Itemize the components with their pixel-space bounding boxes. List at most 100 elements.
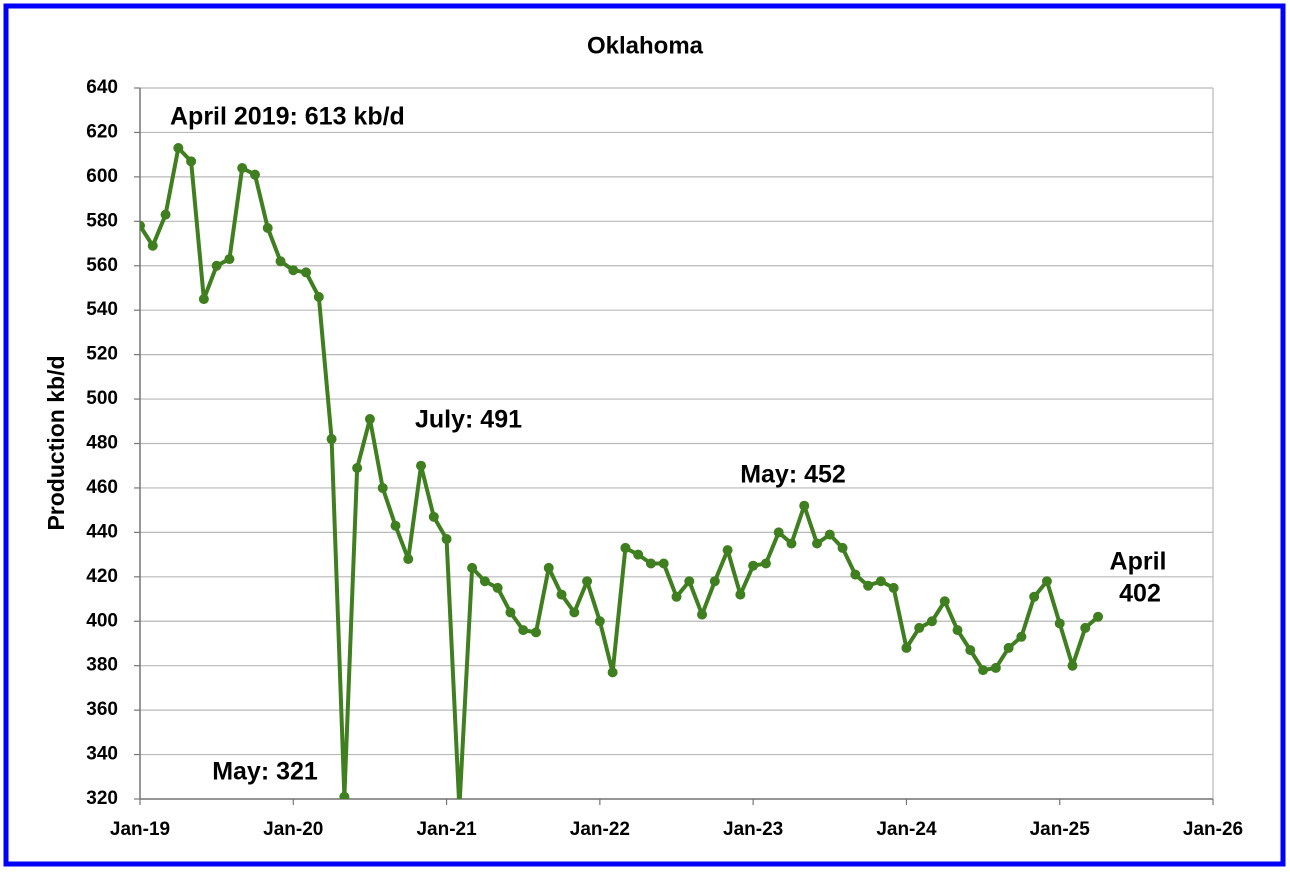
data-point — [1003, 642, 1014, 653]
y-tick-label: 520 — [86, 344, 118, 365]
y-tick-label: 500 — [86, 388, 118, 409]
data-point — [556, 589, 567, 600]
data-point — [863, 580, 874, 591]
data-point — [364, 414, 375, 425]
data-point — [262, 222, 273, 233]
data-point — [441, 534, 452, 545]
data-point — [697, 609, 708, 620]
data-point — [786, 538, 797, 549]
data-point — [518, 625, 529, 636]
x-tick-label: Jan-19 — [110, 819, 170, 840]
data-point — [850, 569, 861, 580]
y-tick-label: 480 — [86, 433, 118, 454]
data-point — [952, 625, 963, 636]
annotation: 402 — [1119, 580, 1161, 608]
y-tick-label: 600 — [86, 166, 118, 187]
data-point — [1016, 631, 1027, 642]
data-point — [799, 500, 810, 511]
y-tick-label: 380 — [86, 655, 118, 676]
y-tick-label: 420 — [86, 566, 118, 587]
y-tick-label: 620 — [86, 121, 118, 142]
data-point — [620, 542, 631, 553]
data-point — [645, 558, 656, 569]
data-point — [1080, 622, 1091, 633]
data-point — [837, 542, 848, 553]
x-tick-label: Jan-20 — [263, 819, 323, 840]
data-point — [288, 265, 299, 276]
data-point — [569, 607, 580, 618]
data-point — [186, 156, 197, 167]
data-point — [301, 267, 312, 278]
data-point — [888, 582, 899, 593]
data-point — [582, 576, 593, 587]
data-point — [965, 645, 976, 656]
data-point — [633, 549, 644, 560]
annotation: May: 321 — [212, 758, 318, 786]
y-axis-label: Production kb/d — [43, 355, 69, 530]
data-point — [926, 616, 937, 627]
data-point — [160, 209, 171, 220]
data-point — [428, 511, 439, 522]
x-tick-label: Jan-21 — [416, 819, 477, 840]
data-point — [377, 482, 388, 493]
data-point — [607, 667, 618, 678]
data-point — [1041, 576, 1052, 587]
data-point — [140, 220, 145, 231]
y-tick-label: 460 — [86, 477, 118, 498]
data-point — [492, 582, 503, 593]
data-point — [914, 622, 925, 633]
data-point — [1029, 591, 1040, 602]
data-point — [709, 576, 720, 587]
annotation: May: 452 — [740, 461, 846, 489]
data-point — [773, 527, 784, 538]
data-point — [594, 616, 605, 627]
data-point — [237, 162, 248, 173]
data-point — [978, 665, 989, 676]
data-point — [403, 554, 414, 565]
data-point — [198, 294, 209, 305]
data-point — [339, 791, 350, 799]
data-point — [479, 576, 490, 587]
chart-title: Oklahoma — [587, 32, 704, 59]
annotation: July: 491 — [415, 406, 522, 434]
y-tick-label: 400 — [86, 610, 118, 631]
data-point — [875, 576, 886, 587]
series-line — [140, 145, 1100, 799]
data-point — [1093, 611, 1104, 622]
data-point — [901, 642, 912, 653]
data-point — [671, 591, 682, 602]
y-tick-label: 340 — [86, 744, 118, 765]
data-point — [249, 169, 260, 180]
data-point — [1054, 618, 1065, 629]
data-point — [530, 627, 541, 638]
data-point — [990, 662, 1001, 673]
x-tick-label: Jan-22 — [570, 819, 630, 840]
annotation: April — [1110, 548, 1167, 576]
data-point — [505, 607, 516, 618]
data-point — [812, 538, 823, 549]
data-point — [416, 460, 427, 471]
x-tick-label: Jan-23 — [723, 819, 783, 840]
y-tick-label: 440 — [86, 521, 118, 542]
data-point — [658, 558, 669, 569]
data-point — [352, 462, 363, 473]
y-tick-label: 580 — [86, 210, 118, 231]
data-point — [722, 545, 733, 556]
y-tick-label: 640 — [86, 77, 118, 98]
data-point — [275, 256, 286, 267]
data-point — [760, 558, 771, 569]
data-point — [735, 589, 746, 600]
data-point — [173, 142, 184, 153]
x-tick-label: Jan-25 — [1030, 819, 1091, 840]
data-point — [313, 291, 324, 302]
y-tick-label: 540 — [86, 299, 118, 320]
y-tick-label: 360 — [86, 699, 118, 720]
data-point — [748, 560, 759, 571]
data-point — [211, 260, 222, 271]
x-tick-label: Jan-26 — [1183, 819, 1243, 840]
x-tick-label: Jan-24 — [876, 819, 937, 840]
data-point — [684, 576, 695, 587]
annotation: April 2019: 613 kb/d — [170, 103, 405, 131]
frame — [3, 3, 1286, 867]
